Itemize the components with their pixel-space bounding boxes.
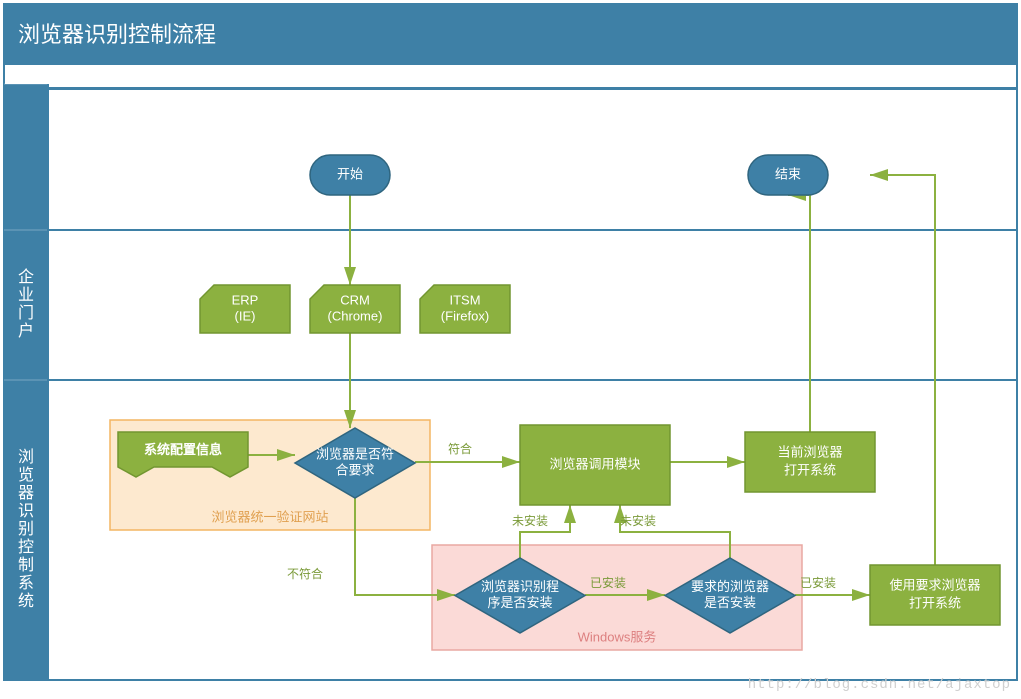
svg-text:序是否安装: 序是否安装 — [487, 595, 552, 610]
svg-text:识: 识 — [18, 502, 34, 520]
svg-text:未安装: 未安装 — [512, 513, 548, 528]
svg-text:ERP: ERP — [232, 292, 259, 307]
diagram-canvas: 浏览器识别控制流程企业门户浏览器识别控制系统 浏览器统一验证网站 Windows服务… — [0, 0, 1021, 699]
svg-text:览: 览 — [18, 466, 34, 484]
svg-text:系: 系 — [18, 574, 34, 592]
svg-text:器: 器 — [18, 484, 34, 502]
svg-text:浏: 浏 — [18, 448, 34, 466]
svg-text:使用要求浏览器: 使用要求浏览器 — [889, 577, 980, 592]
svg-text:未安装: 未安装 — [620, 513, 656, 528]
svg-text:要求的浏览器: 要求的浏览器 — [691, 579, 769, 594]
svg-text:(Firefox): (Firefox) — [441, 308, 489, 323]
svg-text:当前浏览器: 当前浏览器 — [777, 444, 842, 459]
svg-text:系统配置信息: 系统配置信息 — [144, 442, 222, 457]
svg-text:浏览器统一验证网站: 浏览器统一验证网站 — [211, 509, 328, 524]
svg-text:企: 企 — [18, 268, 34, 286]
svg-text:打开系统: 打开系统 — [909, 595, 961, 610]
svg-text:(Chrome): (Chrome) — [328, 308, 383, 323]
svg-text:户: 户 — [18, 322, 34, 340]
svg-text:制: 制 — [18, 556, 34, 574]
svg-text:(IE): (IE) — [235, 308, 256, 323]
svg-text:符合: 符合 — [448, 441, 472, 456]
svg-text:浏览器调用模块: 浏览器调用模块 — [549, 456, 640, 471]
svg-text:统: 统 — [18, 592, 34, 610]
svg-text:已安装: 已安装 — [800, 575, 836, 590]
svg-text:ITSM: ITSM — [449, 292, 480, 307]
svg-text:业: 业 — [18, 286, 34, 304]
svg-text:已安装: 已安装 — [590, 575, 626, 590]
svg-text:控: 控 — [18, 538, 34, 556]
svg-text:门: 门 — [18, 304, 34, 322]
svg-text:浏览器识别程: 浏览器识别程 — [481, 579, 559, 594]
svg-text:浏览器识别控制流程: 浏览器识别控制流程 — [18, 22, 216, 47]
svg-text:不符合: 不符合 — [287, 566, 323, 581]
watermark: http://blog.csdn.net/ajaxtop — [748, 677, 1011, 693]
svg-text:打开系统: 打开系统 — [784, 462, 836, 477]
svg-text:CRM: CRM — [340, 292, 370, 307]
svg-text:结束: 结束 — [775, 166, 801, 181]
svg-text:合要求: 合要求 — [335, 462, 374, 477]
svg-text:浏览器是否符: 浏览器是否符 — [316, 446, 394, 461]
svg-text:Windows服务: Windows服务 — [578, 629, 657, 644]
svg-text:开始: 开始 — [337, 166, 363, 181]
svg-text:别: 别 — [18, 520, 34, 538]
svg-text:是否安装: 是否安装 — [704, 595, 756, 610]
